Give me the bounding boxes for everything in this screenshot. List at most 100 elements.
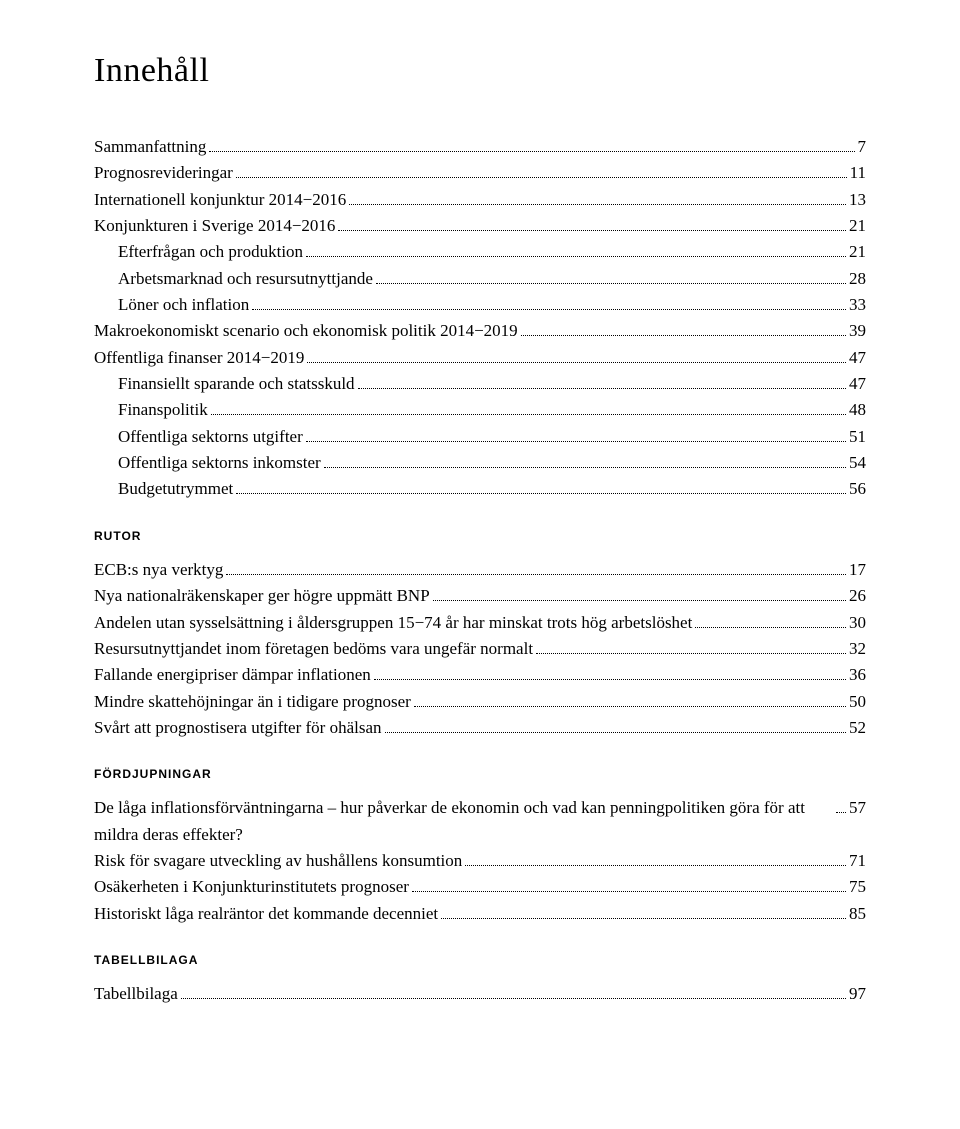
toc-entry-page: 32: [849, 636, 866, 662]
toc-entry-page: 30: [849, 610, 866, 636]
toc-dot-leader: [385, 717, 846, 733]
toc-entry-page: 54: [849, 450, 866, 476]
toc-dot-leader: [521, 320, 846, 336]
toc-entry: Arbetsmarknad och resursutnyttjande 28: [94, 266, 866, 292]
toc-entry-text: Prognosrevideringar: [94, 160, 233, 186]
toc-entry-text: Sammanfattning: [94, 134, 206, 160]
toc-section: TABELLBILAGA Tabellbilaga 97: [94, 953, 866, 1007]
toc-entry-text: Osäkerheten i Konjunkturinstitutets prog…: [94, 874, 409, 900]
toc-entry-text: Historiskt låga realräntor det kommande …: [94, 901, 438, 927]
toc-entry: Makroekonomiskt scenario och ekonomisk p…: [94, 318, 866, 344]
toc-entry-text: Offentliga finanser 2014−2019: [94, 345, 304, 371]
toc-entry: Fallande energipriser dämpar inflationen…: [94, 662, 866, 688]
toc-entry-text: Risk för svagare utveckling av hushållen…: [94, 848, 462, 874]
toc-dot-leader: [324, 452, 846, 468]
section-heading: FÖRDJUPNINGAR: [94, 767, 866, 781]
toc-dot-leader: [252, 294, 846, 310]
toc-entry-text: Tabellbilaga: [94, 981, 178, 1007]
table-of-contents: Sammanfattning7Prognosrevideringar11Inte…: [94, 134, 866, 1007]
toc-dot-leader: [836, 797, 846, 813]
toc-entry-page: 21: [849, 239, 866, 265]
toc-entry: Finanspolitik 48: [94, 397, 866, 423]
toc-entry: Offentliga sektorns inkomster 54: [94, 450, 866, 476]
page: Innehåll Sammanfattning7Prognosreviderin…: [0, 0, 960, 1129]
toc-entry-page: 13: [849, 187, 866, 213]
toc-dot-leader: [695, 611, 846, 627]
toc-entry: Mindre skattehöjningar än i tidigare pro…: [94, 689, 866, 715]
toc-entry-text: Offentliga sektorns utgifter: [118, 424, 303, 450]
toc-entry: Historiskt låga realräntor det kommande …: [94, 901, 866, 927]
toc-dot-leader: [306, 241, 846, 257]
toc-entry-page: 28: [849, 266, 866, 292]
toc-entry-text: Finanspolitik: [118, 397, 208, 423]
toc-entry-page: 52: [849, 715, 866, 741]
toc-entry: Internationell konjunktur 2014−2016 13: [94, 187, 866, 213]
toc-entry-text: De låga inflationsförväntningarna – hur …: [94, 795, 833, 848]
toc-dot-leader: [441, 902, 846, 918]
toc-entry-page: 26: [849, 583, 866, 609]
toc-section: FÖRDJUPNINGAR De låga inflationsförväntni…: [94, 767, 866, 927]
toc-entry-page: 21: [849, 213, 866, 239]
toc-dot-leader: [211, 399, 846, 415]
toc-section: RUTOR ECB:s nya verktyg 17Nya nationalräke…: [94, 529, 866, 741]
toc-entry: Budgetutrymmet 56: [94, 476, 866, 502]
toc-entry: Resursutnyttjandet inom företagen bedöms…: [94, 636, 866, 662]
toc-entry-page: 51: [849, 424, 866, 450]
toc-dot-leader: [306, 425, 846, 441]
toc-entry-text: Offentliga sektorns inkomster: [118, 450, 321, 476]
toc-section: Sammanfattning7Prognosrevideringar11Inte…: [94, 134, 866, 503]
toc-entry: Löner och inflation 33: [94, 292, 866, 318]
toc-entry-text: Budgetutrymmet: [118, 476, 233, 502]
toc-entry-page: 57: [849, 795, 866, 821]
toc-dot-leader: [374, 664, 846, 680]
toc-dot-leader: [226, 559, 846, 575]
toc-dot-leader: [433, 585, 846, 601]
toc-entry: Nya nationalräkenskaper ger högre uppmät…: [94, 583, 866, 609]
toc-dot-leader: [236, 162, 847, 178]
toc-entry-page: 33: [849, 292, 866, 318]
toc-dot-leader: [376, 267, 846, 283]
toc-entry: Offentliga sektorns utgifter 51: [94, 424, 866, 450]
toc-dot-leader: [358, 373, 846, 389]
toc-entry-page: 7: [858, 134, 867, 160]
toc-entry-text: Löner och inflation: [118, 292, 249, 318]
toc-entry-page: 85: [849, 901, 866, 927]
toc-entry: Tabellbilaga 97: [94, 981, 866, 1007]
toc-entry: Konjunkturen i Sverige 2014−2016 21: [94, 213, 866, 239]
toc-entry-text: Arbetsmarknad och resursutnyttjande: [118, 266, 373, 292]
toc-entry: Efterfrågan och produktion 21: [94, 239, 866, 265]
toc-entry: Sammanfattning 7: [94, 134, 866, 160]
toc-entry-text: Svårt att prognostisera utgifter för ohä…: [94, 715, 382, 741]
toc-entry-text: ECB:s nya verktyg: [94, 557, 223, 583]
toc-entry-page: 48: [849, 397, 866, 423]
toc-dot-leader: [414, 690, 846, 706]
toc-entry-text: Mindre skattehöjningar än i tidigare pro…: [94, 689, 411, 715]
toc-entry-page: 47: [849, 371, 866, 397]
toc-entry-page: 36: [849, 662, 866, 688]
toc-dot-leader: [349, 188, 846, 204]
section-heading: RUTOR: [94, 529, 866, 543]
toc-dot-leader: [236, 478, 846, 494]
toc-dot-leader: [536, 638, 846, 654]
toc-entry-text: Efterfrågan och produktion: [118, 239, 303, 265]
toc-entry: ECB:s nya verktyg 17: [94, 557, 866, 583]
toc-entry-page: 47: [849, 345, 866, 371]
toc-entry: Osäkerheten i Konjunkturinstitutets prog…: [94, 874, 866, 900]
toc-dot-leader: [465, 850, 846, 866]
toc-entry-page: 75: [849, 874, 866, 900]
toc-entry-page: 39: [849, 318, 866, 344]
toc-dot-leader: [181, 983, 846, 999]
toc-dot-leader: [338, 215, 846, 231]
toc-entry-text: Finansiellt sparande och statsskuld: [118, 371, 355, 397]
section-heading: TABELLBILAGA: [94, 953, 866, 967]
toc-entry-page: 17: [849, 557, 866, 583]
toc-entry-page: 71: [849, 848, 866, 874]
toc-entry: Risk för svagare utveckling av hushållen…: [94, 848, 866, 874]
toc-entry-page: 56: [849, 476, 866, 502]
toc-entry-text: Konjunkturen i Sverige 2014−2016: [94, 213, 335, 239]
toc-entry: Svårt att prognostisera utgifter för ohä…: [94, 715, 866, 741]
toc-entry: Finansiellt sparande och statsskuld 47: [94, 371, 866, 397]
toc-entry-text: Resursutnyttjandet inom företagen bedöms…: [94, 636, 533, 662]
toc-entry-page: 97: [849, 981, 866, 1007]
toc-entry-text: Internationell konjunktur 2014−2016: [94, 187, 346, 213]
